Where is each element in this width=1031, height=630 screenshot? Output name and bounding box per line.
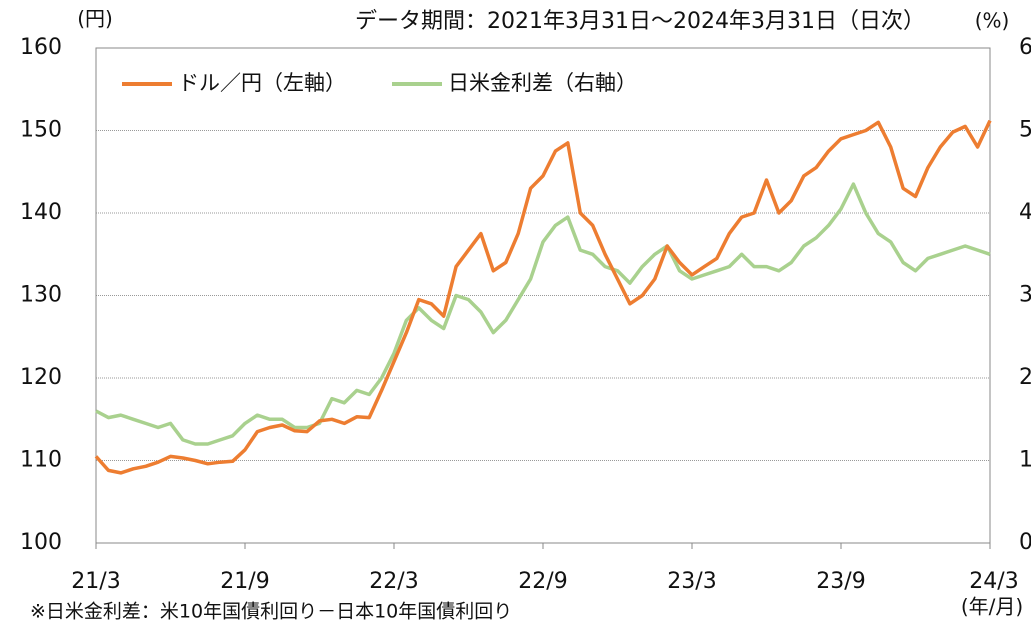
legend-label: 日米金利差（右軸） <box>448 71 637 95</box>
y2-tick-label: 0 <box>1019 530 1031 555</box>
y-tick-label: 150 <box>20 118 62 143</box>
x-tick-label: 23/3 <box>667 569 716 594</box>
x-tick-label: 22/3 <box>369 569 418 594</box>
x-tick-label: 23/9 <box>816 569 865 594</box>
chart-title: データ期間：2021年3月31日～2024年3月31日（日次） <box>355 9 925 34</box>
y2-tick-label: 3 <box>1019 283 1031 308</box>
x-tick-label: 22/9 <box>518 569 567 594</box>
x-tick-label: 24/3 <box>969 569 1018 594</box>
y2-tick-label: 1 <box>1019 448 1031 473</box>
footnote: ※日米金利差：米10年国債利回り－日本10年国債利回り <box>30 601 512 623</box>
legend-label: ドル／円（左軸） <box>178 71 346 95</box>
y2-axis-label: (%) <box>975 9 1010 33</box>
line-series <box>95 182 991 446</box>
y-tick-label: 140 <box>20 200 62 225</box>
y2-tick-label: 5 <box>1019 118 1031 143</box>
y-tick-label: 110 <box>20 448 62 473</box>
y2-tick-label: 6 <box>1019 35 1031 60</box>
y-axis-label: (円) <box>77 7 113 31</box>
y-tick-label: 160 <box>20 35 62 60</box>
y-tick-label: 100 <box>20 530 62 555</box>
x-tick-label: 21/3 <box>71 569 120 594</box>
y-tick-label: 130 <box>20 283 62 308</box>
y-tick-label: 120 <box>20 365 62 390</box>
y2-tick-label: 4 <box>1019 200 1031 225</box>
line-series <box>94 119 992 475</box>
x-tick-label: 21/9 <box>220 569 269 594</box>
y2-tick-label: 2 <box>1019 365 1031 390</box>
x-axis-label: (年/月) <box>961 595 1023 619</box>
